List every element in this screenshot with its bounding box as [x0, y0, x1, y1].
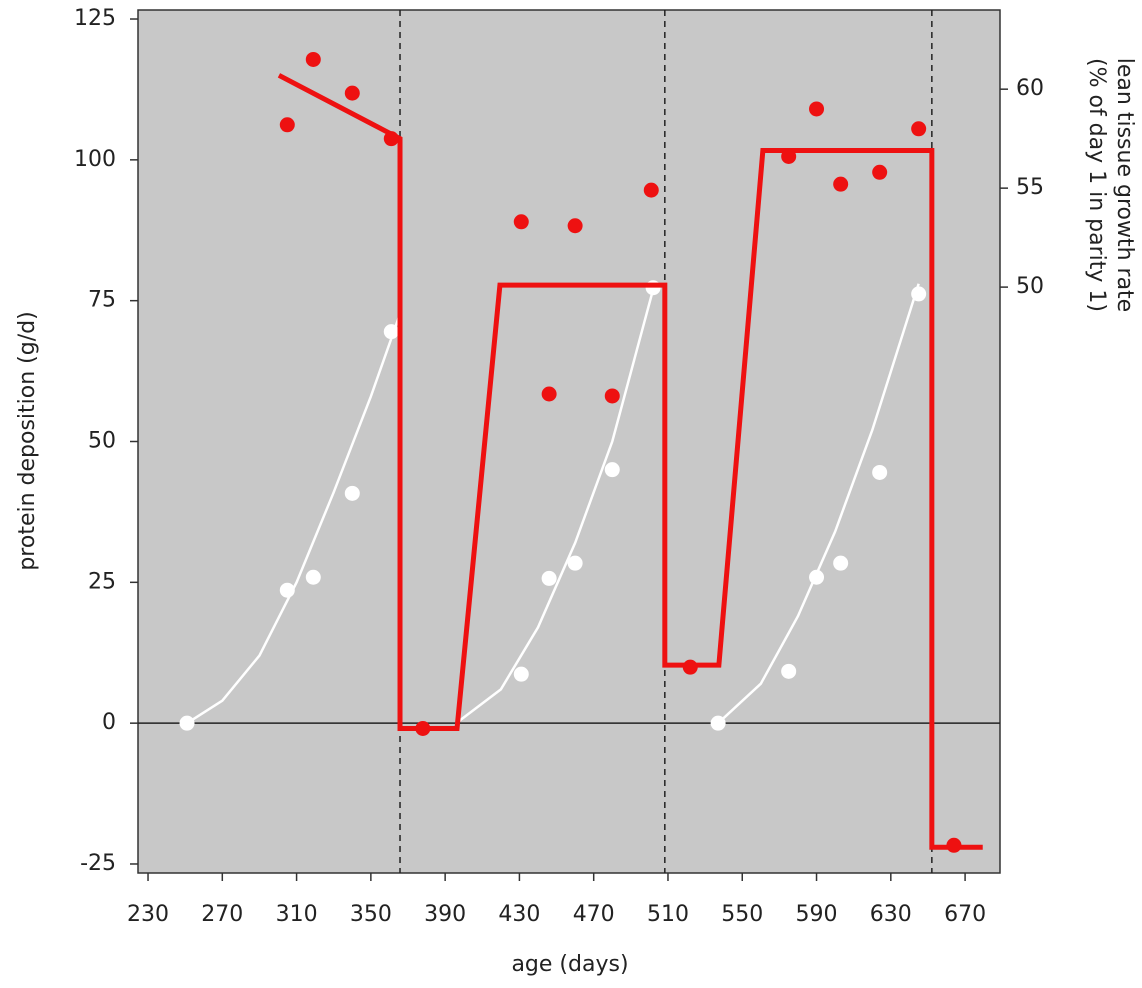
y2-tick-label: 60: [1016, 76, 1044, 101]
data-point: [781, 148, 797, 164]
series-line: [277, 73, 983, 850]
data-point: [833, 555, 849, 571]
data-point: [567, 555, 583, 571]
data-point: [305, 569, 321, 585]
data-point: [682, 659, 698, 675]
data-point: [710, 715, 726, 731]
y-tick-label: 50: [88, 429, 116, 454]
data-point: [383, 324, 399, 340]
x-tick-label: 550: [721, 902, 763, 927]
data-point: [833, 176, 849, 192]
data-point: [179, 715, 195, 731]
x-tick-label: 230: [127, 902, 169, 927]
x-tick-label: 390: [424, 902, 466, 927]
data-point: [279, 117, 295, 133]
data-point: [305, 51, 321, 67]
y-axis-label: protein deposition (g/d): [15, 311, 40, 570]
data-point: [344, 85, 360, 101]
x-tick-label: 510: [647, 902, 689, 927]
x-tick-label: 270: [201, 902, 243, 927]
data-point: [541, 386, 557, 402]
y2-axis-label: lean tissue growth rate: [1112, 58, 1137, 312]
x-tick-label: 630: [870, 902, 912, 927]
data-point: [541, 570, 557, 586]
data-point: [946, 837, 962, 853]
x-tick-label: 470: [573, 902, 615, 927]
data-point: [872, 164, 888, 180]
data-point: [567, 218, 583, 234]
data-point: [415, 721, 431, 737]
x-tick-label: 430: [498, 902, 540, 927]
data-point: [604, 388, 620, 404]
series-line: [455, 289, 655, 725]
x-axis-label: age (days): [511, 952, 628, 977]
y-tick-label: -25: [80, 851, 116, 876]
data-point: [513, 666, 529, 682]
data-point: [781, 663, 797, 679]
y2-tick-label: 55: [1016, 175, 1044, 200]
x-tick-label: 310: [276, 902, 318, 927]
series-line: [186, 317, 400, 725]
y-tick-label: 25: [88, 569, 116, 594]
data-point: [279, 582, 295, 598]
x-tick-label: 590: [796, 902, 838, 927]
data-point: [645, 280, 661, 296]
data-point: [809, 569, 825, 585]
y-tick-label: 100: [74, 147, 116, 172]
x-tick-label: 670: [944, 902, 986, 927]
data-point: [809, 101, 825, 117]
data-point: [513, 214, 529, 230]
data-point: [911, 286, 927, 302]
data-point: [344, 485, 360, 501]
data-point: [643, 182, 659, 198]
y2-tick-label: 50: [1016, 274, 1044, 299]
y-tick-label: 75: [88, 288, 116, 313]
y-tick-label: 125: [74, 6, 116, 31]
plot-background: [137, 9, 1001, 874]
y2-axis-label: (% of day 1 in parity 1): [1084, 58, 1109, 312]
data-point: [383, 131, 399, 147]
x-tick-label: 350: [350, 902, 392, 927]
y-tick-label: 0: [102, 710, 116, 735]
data-point: [604, 462, 620, 478]
data-point: [872, 464, 888, 480]
data-point: [911, 121, 927, 137]
